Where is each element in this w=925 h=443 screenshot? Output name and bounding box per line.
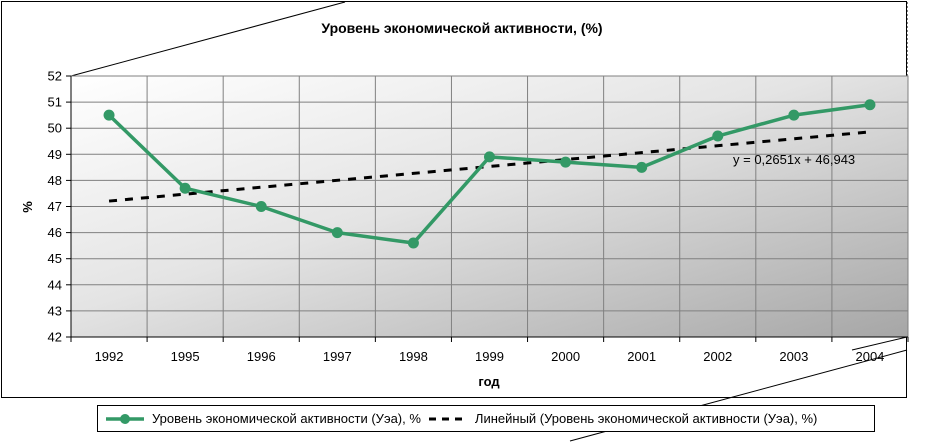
x-tick-label: 1995 — [171, 349, 200, 364]
y-tick-label: 45 — [48, 251, 62, 266]
y-axis-label: % — [20, 201, 35, 213]
x-tick-label: 2003 — [779, 349, 808, 364]
series-point — [179, 182, 191, 194]
legend-trendline-swatch — [428, 417, 467, 420]
x-axis-ticks: 1992 1995 1996 1997 1998 1999 2000 2001 2002 2003… — [70, 337, 909, 364]
series-point — [103, 109, 115, 121]
y-tick-label: 48 — [48, 173, 62, 188]
x-tick-label: 1999 — [475, 349, 504, 364]
series-point — [636, 161, 648, 173]
series-point — [712, 130, 724, 142]
legend-item-series: Уровень экономической активности (Уэа), … — [104, 411, 421, 426]
y-tick-label: 52 — [48, 69, 62, 84]
x-tick-label: 1992 — [95, 349, 124, 364]
y-tick-label: 47 — [48, 199, 62, 214]
series-point — [484, 151, 495, 163]
series-points — [103, 99, 876, 249]
x-tick-label: 1998 — [399, 349, 428, 364]
legend-item-trendline: Линейный (Уровень экономической активнос… — [427, 411, 817, 426]
y-tick-label: 42 — [48, 330, 62, 345]
x-tick-label: 1996 — [247, 349, 276, 364]
series-point — [864, 99, 876, 111]
legend-series-swatch — [106, 413, 144, 424]
x-axis-label: год — [478, 374, 500, 389]
x-tick-label: 2004 — [855, 349, 884, 364]
legend-trendline-label: Линейный (Уровень экономической активнос… — [474, 411, 818, 426]
legend: Уровень экономической активности (Уэа), … — [97, 405, 875, 432]
series-point — [255, 201, 267, 212]
y-tick-label: 50 — [48, 121, 62, 136]
series-point — [331, 227, 343, 239]
x-tick-label: 2001 — [627, 349, 656, 364]
wall-diagonal-top — [70, 1, 346, 77]
series-point — [788, 109, 800, 121]
series-point — [560, 156, 572, 168]
x-tick-label: 2000 — [551, 349, 580, 364]
y-tick-label: 49 — [48, 147, 62, 162]
series-point — [407, 237, 419, 249]
x-tick-label: 1997 — [323, 349, 352, 364]
y-tick-label: 51 — [48, 95, 62, 110]
chart-title: Уровень экономической активности, (%) — [321, 20, 602, 36]
trendline-equation: y = 0,2651x + 46,943 — [733, 152, 855, 167]
legend-series-label: Уровень экономической активности (Уэа), … — [152, 411, 421, 426]
x-tick-label: 2002 — [703, 349, 732, 364]
y-tick-label: 46 — [48, 225, 62, 240]
y-tick-label: 44 — [48, 277, 62, 292]
y-axis-ticks: 42 43 44 45 46 47 48 49 50 51 52 — [48, 69, 71, 345]
y-tick-label: 43 — [48, 303, 62, 318]
floor-diagonal — [851, 336, 908, 351]
